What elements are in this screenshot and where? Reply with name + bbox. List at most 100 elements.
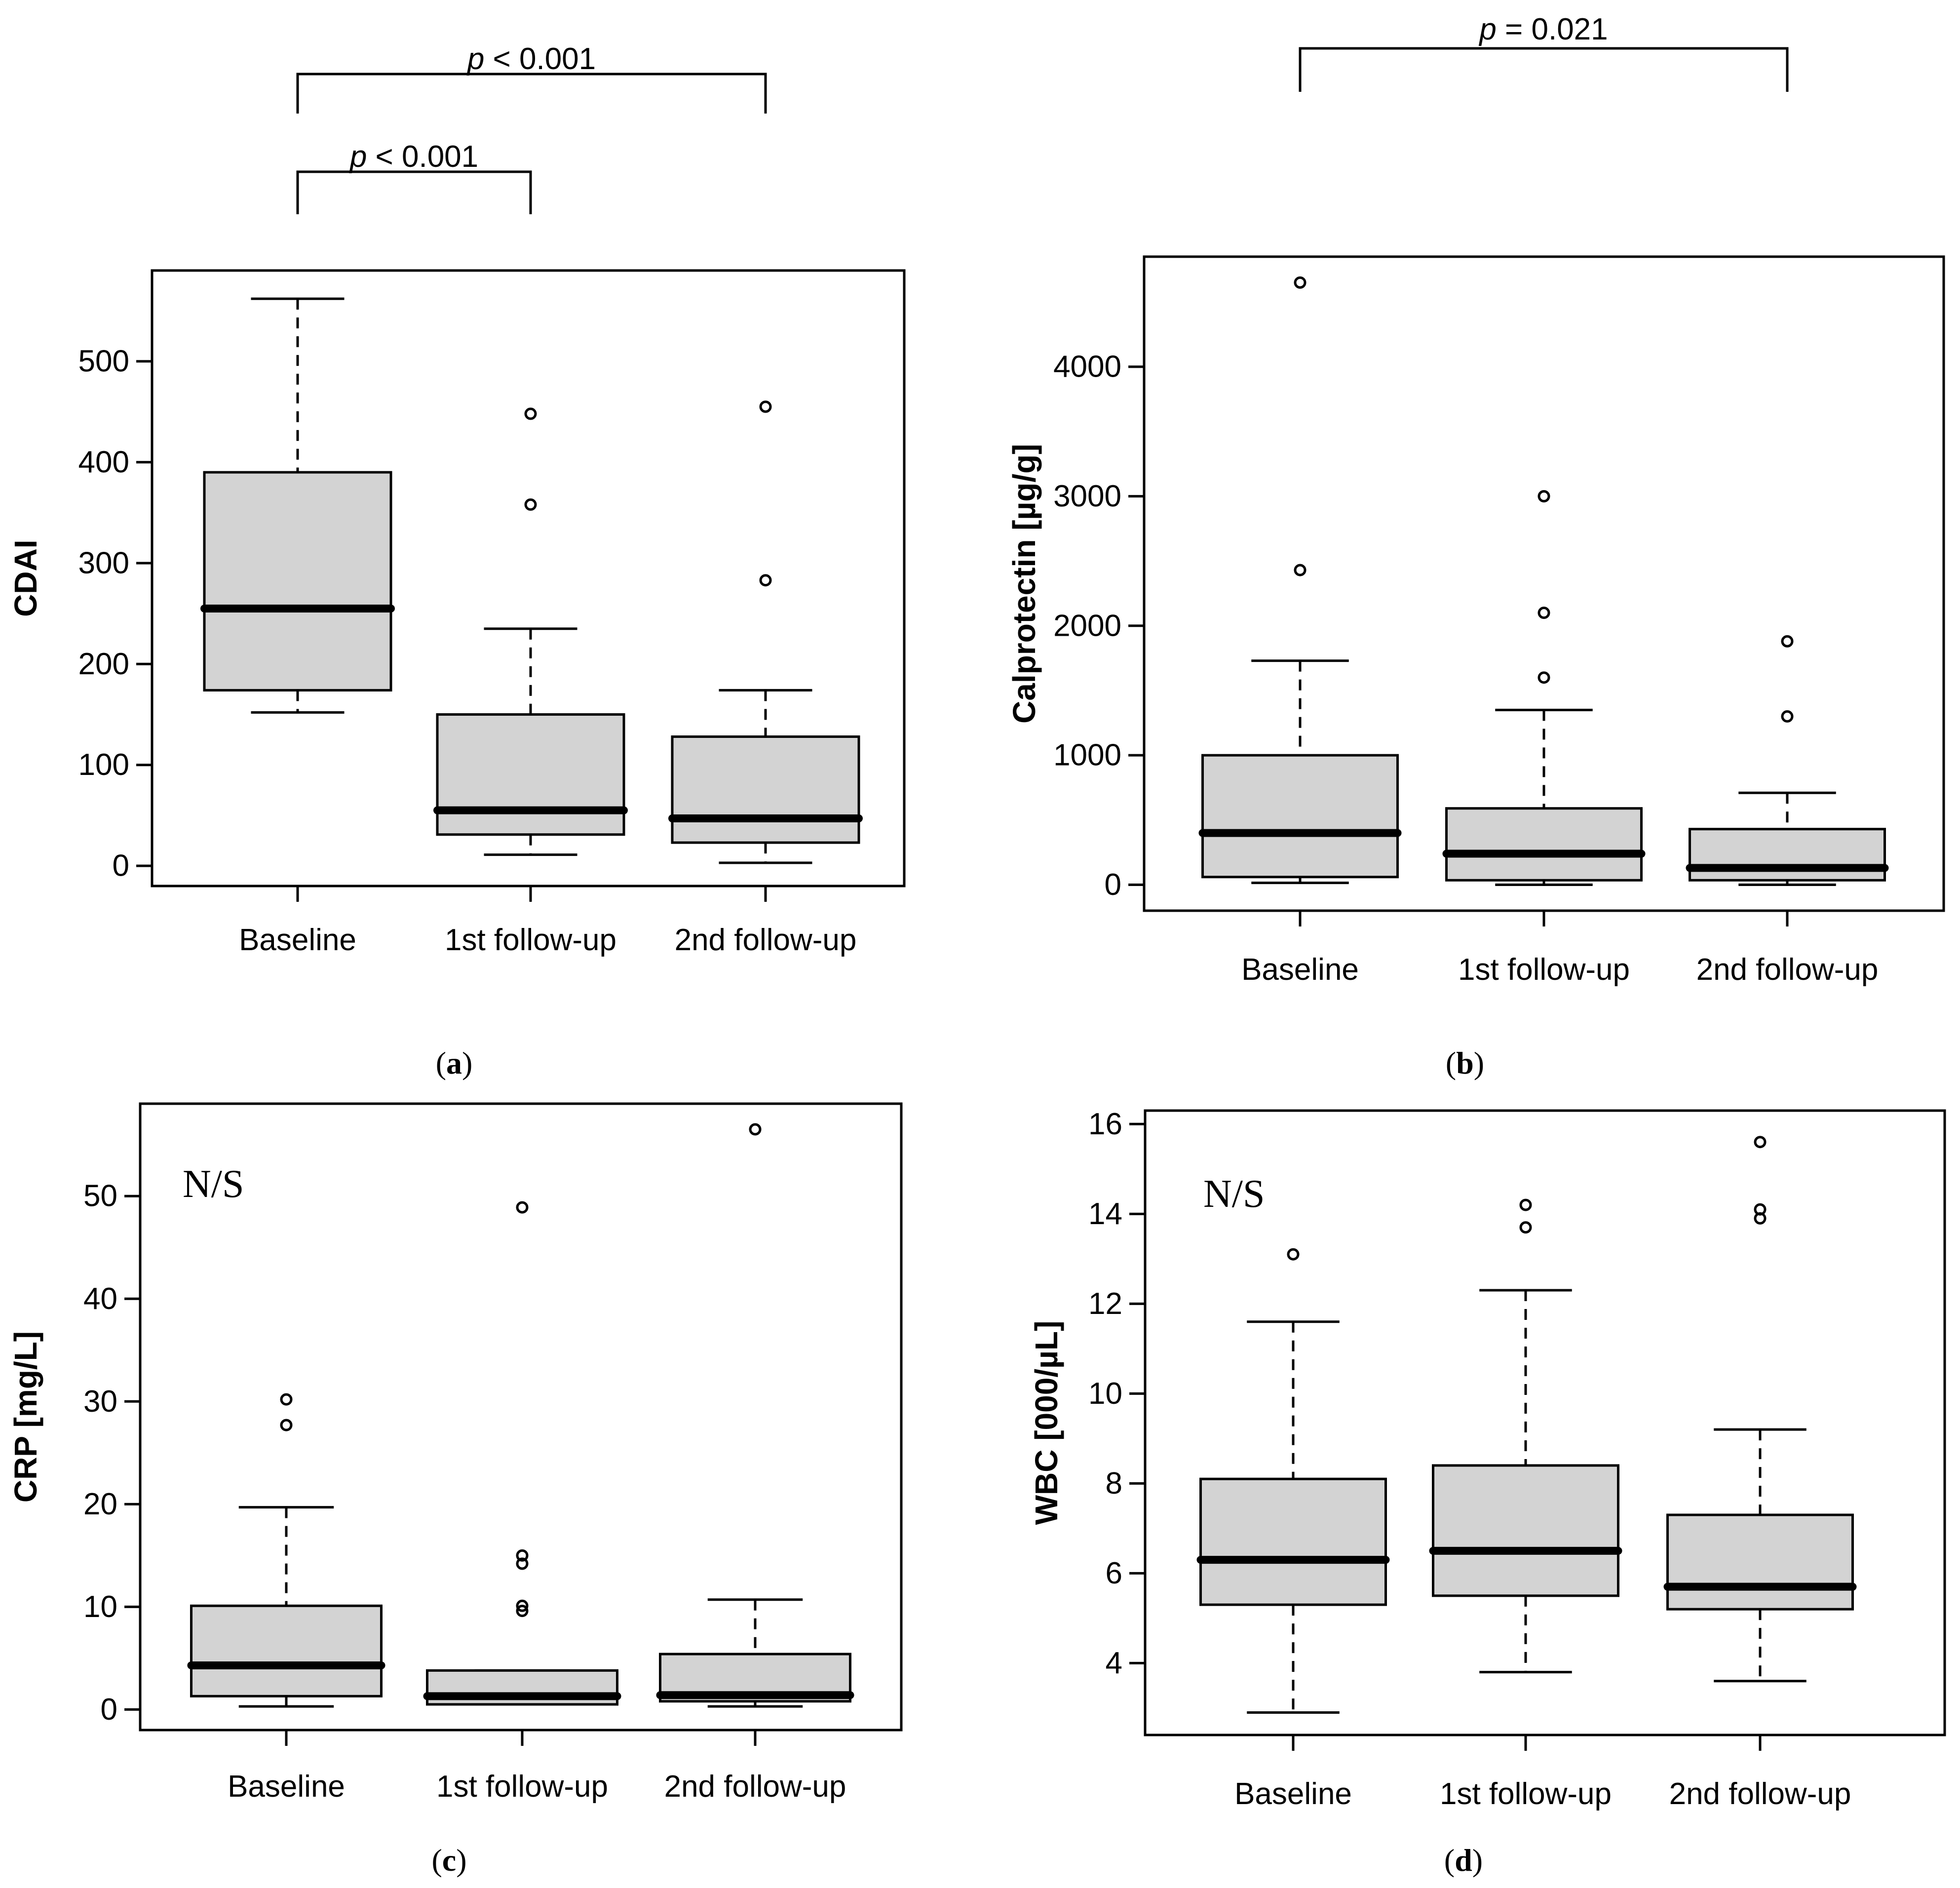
y-tick-label: 16 <box>1088 1107 1122 1141</box>
y-axis-title: WBC [000/µL] <box>1029 1321 1064 1525</box>
y-tick-label: 10 <box>1088 1377 1122 1411</box>
outlier-point <box>280 1419 293 1431</box>
box-2 <box>1686 635 1889 886</box>
x-category-label: 2nd follow-up <box>675 923 857 957</box>
y-axis-title: Calprotectin [µg/g] <box>1006 444 1042 724</box>
box-2 <box>656 1123 854 1708</box>
y-tick-label: 0 <box>101 1693 117 1727</box>
y-tick-label: 1000 <box>1053 738 1121 772</box>
plot-frame <box>1144 1109 1946 1736</box>
outlier-point <box>749 1123 762 1136</box>
outlier-point <box>516 1599 529 1612</box>
outlier-point <box>1781 635 1794 648</box>
outlier-point <box>1754 1203 1767 1216</box>
outlier-point <box>1294 564 1307 577</box>
not-significant-note: N/S <box>183 1162 244 1206</box>
x-category-label: 1st follow-up <box>436 1770 608 1804</box>
x-category-label: Baseline <box>228 1770 345 1804</box>
box-1 <box>1442 490 1646 886</box>
x-category-label: 2nd follow-up <box>1696 953 1879 987</box>
y-tick-label: 20 <box>83 1487 117 1521</box>
y-tick-label: 500 <box>78 344 129 378</box>
outlier-point <box>516 1557 529 1570</box>
x-category-label: 2nd follow-up <box>664 1770 846 1804</box>
outlier-point <box>1537 671 1550 684</box>
p-value-label: p = 0.021 <box>1478 12 1608 46</box>
plot-frame <box>151 269 906 887</box>
outlier-point <box>1519 1221 1532 1234</box>
y-tick-label: 12 <box>1088 1287 1122 1321</box>
iqr-box <box>203 471 392 692</box>
panel-d-wbc-boxplot: 4 6 8 10 12 14 16 WBC [000/µL] Baseline 1st follo… <box>1029 1107 1946 1878</box>
iqr-box <box>436 713 625 836</box>
outlier-point <box>516 1549 529 1562</box>
y-tick-label: 200 <box>78 647 129 681</box>
y-tick-label: 8 <box>1106 1466 1122 1501</box>
iqr-box <box>1199 1477 1387 1606</box>
y-tick-label: 300 <box>78 546 129 580</box>
significance-bracket <box>296 73 767 114</box>
iqr-box <box>190 1604 383 1697</box>
box-2 <box>668 400 863 864</box>
significance-bracket <box>296 170 532 214</box>
outlier-point <box>1781 710 1794 723</box>
y-tick-label: 3000 <box>1053 479 1121 513</box>
y-tick-label: 100 <box>78 748 129 782</box>
iqr-box <box>1201 754 1399 879</box>
panel-c-crp-boxplot: 0 10 20 30 40 50 CRP [mg/L] Baseline 1st follow-… <box>8 1102 903 1878</box>
iqr-box <box>671 735 860 844</box>
box-0 <box>1198 276 1402 885</box>
x-category-label: Baseline <box>1234 1777 1352 1811</box>
outlier-point <box>1287 1248 1300 1261</box>
not-significant-note: N/S <box>1203 1172 1265 1216</box>
box-0 <box>200 297 395 714</box>
iqr-box <box>1445 807 1643 882</box>
x-category-label: 1st follow-up <box>445 923 616 957</box>
y-tick-label: 30 <box>83 1385 117 1419</box>
box-1 <box>423 1201 621 1706</box>
y-tick-label: 10 <box>83 1590 117 1624</box>
y-tick-label: 2000 <box>1053 609 1121 643</box>
y-tick-label: 4000 <box>1053 350 1121 384</box>
panel-label: (d) <box>1444 1843 1483 1878</box>
box-1 <box>433 407 628 856</box>
y-axis-title: CRP [mg/L] <box>8 1331 43 1503</box>
iqr-box <box>1689 828 1886 882</box>
panel-label: (c) <box>431 1843 466 1878</box>
y-tick-label: 0 <box>113 849 129 883</box>
p-value-label: p < 0.001 <box>349 140 478 174</box>
y-tick-label: 50 <box>83 1179 117 1213</box>
outlier-point <box>1294 276 1307 289</box>
p-value-label: p < 0.001 <box>466 42 596 76</box>
outlier-point <box>1754 1136 1767 1149</box>
x-category-label: Baseline <box>239 923 356 957</box>
y-tick-label: 0 <box>1105 868 1121 902</box>
panel-b-calprotectin-boxplot: 0 1000 2000 3000 4000 Calprotectin [µg/g] Base… <box>1006 12 1945 1080</box>
x-category-label: 1st follow-up <box>1458 953 1630 987</box>
panel-label: (a) <box>436 1045 473 1080</box>
box-1 <box>1429 1198 1622 1674</box>
plot-frame <box>139 1102 903 1732</box>
y-tick-label: 6 <box>1106 1556 1122 1590</box>
iqr-box <box>1432 1464 1619 1597</box>
outlier-point <box>524 498 537 511</box>
significance-bracket <box>1299 47 1789 92</box>
outlier-point <box>516 1605 529 1618</box>
y-tick-label: 14 <box>1088 1197 1122 1231</box>
panel-label: (b) <box>1446 1045 1484 1080</box>
panel-a-cdai-boxplot: 0 100 200 300 400 500 CDAI Baseline 1st follow-u… <box>8 42 906 1080</box>
outlier-point <box>1519 1198 1532 1211</box>
x-category-label: Baseline <box>1241 953 1359 987</box>
outlier-point <box>1537 490 1550 502</box>
outlier-point <box>1537 607 1550 619</box>
y-tick-label: 40 <box>83 1282 117 1316</box>
box-2 <box>1663 1136 1857 1683</box>
outlier-point <box>516 1201 529 1214</box>
box-0 <box>1196 1248 1390 1714</box>
y-tick-label: 400 <box>78 445 129 479</box>
x-category-label: 2nd follow-up <box>1669 1777 1851 1811</box>
y-tick-label: 4 <box>1106 1646 1122 1680</box>
outlier-point <box>280 1393 293 1406</box>
box-0 <box>187 1393 385 1708</box>
